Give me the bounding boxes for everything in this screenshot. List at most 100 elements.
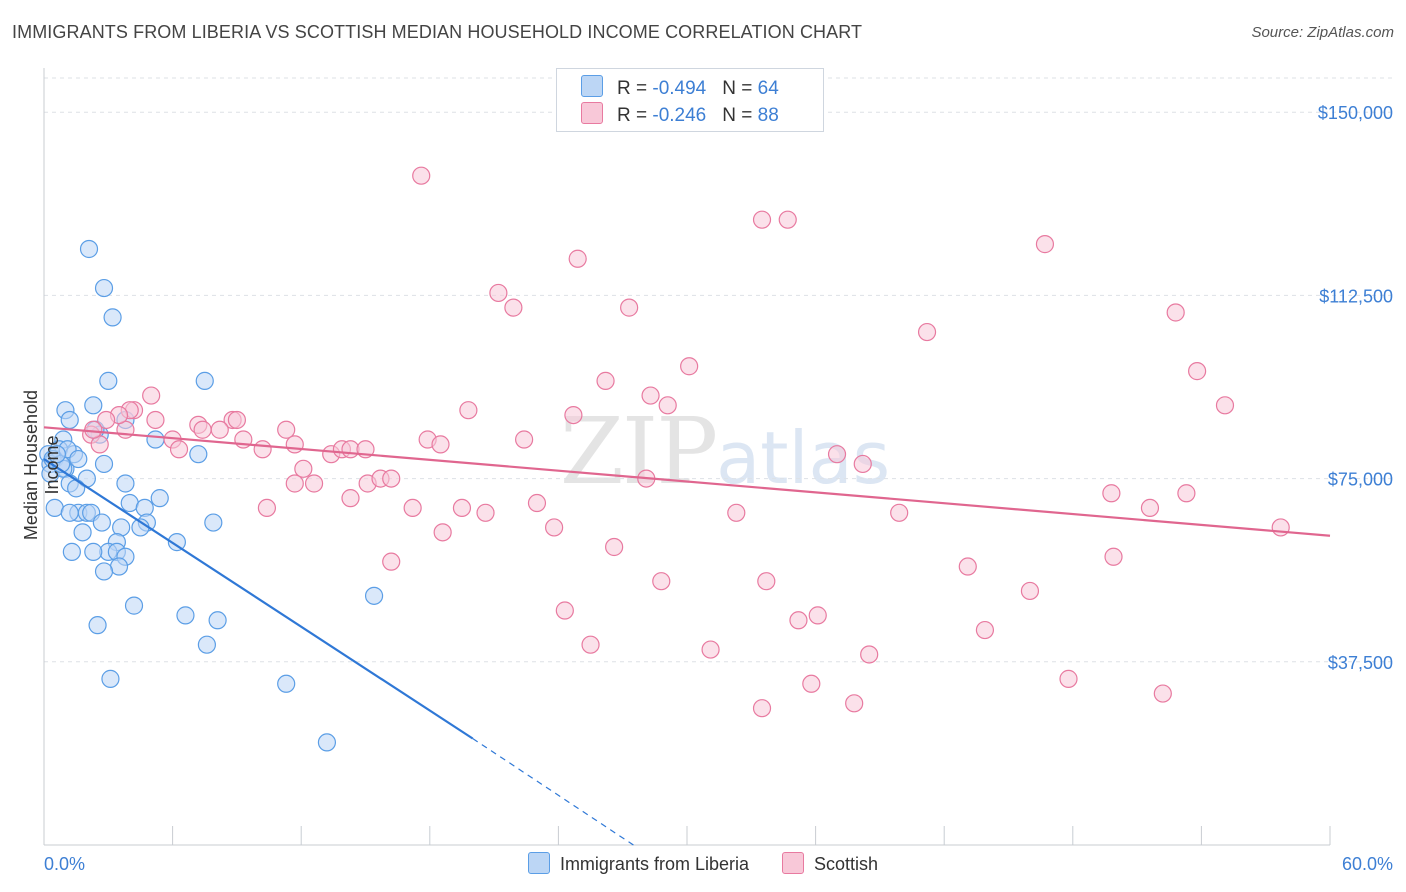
scottish-point: [452, 498, 472, 518]
scottish-point: [545, 518, 564, 537]
scottish-point: [210, 420, 229, 439]
scottish-point: [97, 410, 116, 430]
legend-swatch-scottish: [581, 102, 603, 124]
scottish-point: [752, 699, 772, 718]
scottish-point: [778, 210, 797, 229]
scottish-point: [568, 249, 587, 268]
source-credit: Source: ZipAtlas.com: [1251, 24, 1394, 41]
legend-r-value: -0.246: [652, 105, 707, 126]
scottish-point: [845, 694, 864, 713]
liberia-point: [94, 278, 114, 298]
liberia-point: [94, 454, 114, 474]
scottish-point: [257, 498, 277, 518]
scottish-point: [382, 552, 401, 571]
liberia-point: [94, 562, 114, 581]
scottish-point: [341, 489, 360, 508]
scottish-point: [581, 635, 600, 654]
scottish-point: [1104, 547, 1123, 566]
liberia-point: [67, 479, 86, 498]
liberia-point: [176, 606, 195, 625]
scottish-point: [412, 166, 431, 185]
scottish-point: [1177, 484, 1196, 503]
scottish-point: [489, 283, 508, 303]
scottish-point: [605, 537, 624, 557]
scottish-point: [1140, 498, 1160, 518]
scottish-point: [84, 420, 103, 439]
liberia-point: [47, 445, 66, 464]
scottish-point: [652, 572, 671, 591]
scottish-point: [1020, 581, 1040, 601]
scottish-point: [1059, 669, 1078, 688]
scottish-point: [253, 440, 272, 459]
scottish-point: [827, 445, 847, 464]
watermark-zip: ZIP: [560, 398, 718, 505]
y-axis-label: Median Household Income: [21, 389, 62, 541]
liberia-point: [197, 635, 216, 654]
series-swatch-liberia: [527, 852, 550, 874]
scottish-point: [193, 420, 212, 439]
scottish-point: [1102, 484, 1121, 503]
liberia-point: [124, 596, 144, 615]
scottish-point: [504, 298, 523, 317]
scottish-point: [515, 430, 534, 449]
liberia-trend-line: [43, 458, 474, 740]
scottish-point: [1166, 303, 1185, 322]
scottish-point: [752, 210, 772, 229]
scottish-point: [285, 474, 304, 493]
liberia-point: [73, 523, 92, 542]
liberia-point: [92, 513, 111, 532]
scottish-point: [658, 396, 677, 415]
scottish-point: [917, 322, 937, 342]
scottish-point: [1035, 235, 1055, 254]
scottish-point: [555, 601, 574, 620]
chart-title: IMMIGRANTS FROM LIBERIA VS SCOTTISH MEDI…: [12, 22, 863, 42]
y-tick-label: $112,500: [1319, 286, 1393, 306]
legend-n-value: 64: [757, 78, 779, 99]
liberia-point: [103, 308, 122, 327]
liberia-point: [88, 616, 107, 635]
scottish-point: [890, 503, 909, 522]
liberia-point: [60, 410, 79, 430]
liberia-point: [167, 533, 186, 552]
liberia-point: [109, 557, 129, 576]
scottish-point: [1153, 684, 1172, 703]
legend-r-label: R =: [617, 105, 653, 126]
legend-n-label: N =: [722, 78, 758, 99]
scottish-point: [459, 401, 478, 420]
scottish-point: [860, 645, 879, 664]
series-legend: Immigrants from Liberia Scottish: [0, 852, 1406, 875]
scottish-point: [527, 493, 547, 513]
liberia-point: [120, 493, 139, 513]
scottish-point: [169, 440, 189, 459]
series-legend-item-scottish: Scottish: [782, 852, 878, 875]
liberia-trend-extension: [472, 737, 634, 846]
scottish-point: [975, 620, 995, 640]
liberia-point: [189, 445, 208, 464]
scottish-point: [433, 523, 452, 542]
scottish-point: [285, 435, 304, 454]
legend-swatch-liberia: [581, 75, 603, 97]
scottish-point: [802, 674, 821, 693]
liberia-point: [317, 733, 337, 752]
scottish-point: [1188, 362, 1207, 381]
liberia-point: [277, 674, 296, 693]
scottish-point: [1271, 518, 1290, 537]
scottish-point: [641, 386, 660, 405]
y-tick-label: $150,000: [1318, 103, 1393, 123]
liberia-point: [99, 371, 118, 390]
scottish-point: [620, 298, 639, 317]
x-tick-label-right: 60.0%: [1342, 854, 1393, 874]
scottish-point: [808, 606, 827, 625]
series-legend-label: Immigrants from Liberia: [559, 854, 749, 874]
liberia-point: [60, 503, 79, 522]
legend-r-value: -0.494: [652, 78, 707, 99]
liberia-point: [62, 542, 81, 561]
y-tick-label: $37,500: [1328, 653, 1393, 673]
scottish-point: [1215, 396, 1235, 415]
y-tick-label: $75,000: [1328, 470, 1393, 490]
scottish-point: [958, 557, 977, 576]
scottish-point: [431, 435, 450, 454]
liberia-point: [150, 489, 169, 508]
liberia-point: [69, 449, 88, 469]
scottish-point: [294, 459, 313, 478]
